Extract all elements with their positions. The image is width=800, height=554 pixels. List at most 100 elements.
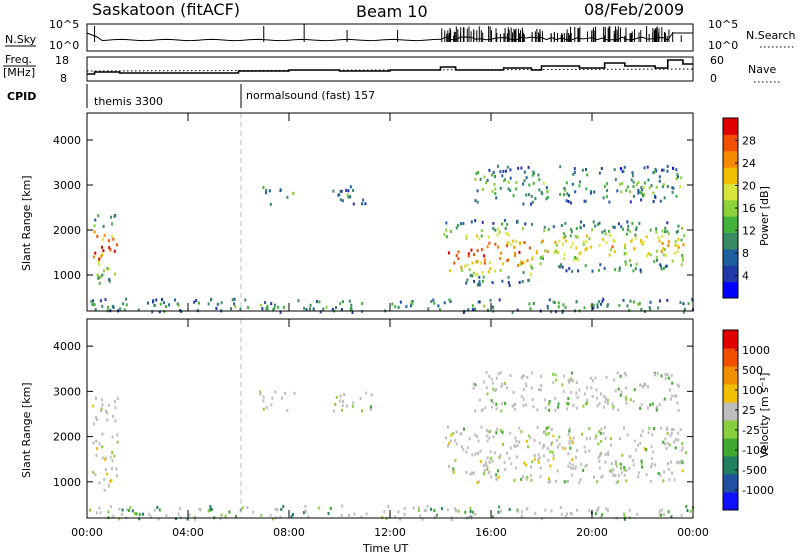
data-cell — [465, 234, 468, 238]
data-cell — [266, 307, 269, 311]
data-cell — [558, 265, 561, 269]
cpid-segment-1: themis 3300 — [94, 95, 163, 108]
data-cell — [675, 168, 678, 172]
data-cell — [612, 473, 615, 477]
freq-tick-high: 18 — [55, 54, 69, 67]
data-cell — [479, 177, 482, 181]
data-cell — [99, 511, 102, 515]
colorbar-swatch — [723, 474, 738, 493]
data-cell — [652, 200, 655, 203]
data-cell — [97, 214, 100, 218]
data-cell — [370, 393, 373, 397]
data-cell — [537, 173, 540, 177]
data-cell — [332, 409, 335, 413]
data-cell — [494, 269, 497, 273]
colorbar-tick-label: 12 — [742, 225, 756, 238]
data-cell — [507, 180, 510, 184]
data-cell — [666, 221, 669, 225]
data-cell — [629, 200, 632, 204]
data-cell — [597, 506, 600, 510]
data-cell — [228, 510, 231, 514]
data-cell — [399, 300, 402, 304]
data-cell — [547, 432, 550, 435]
nave-label: Nave — [748, 63, 776, 76]
data-cell — [557, 405, 560, 409]
data-cell — [279, 515, 282, 519]
data-cell — [651, 402, 654, 406]
data-cell — [666, 169, 669, 173]
data-cell — [512, 391, 515, 394]
data-cell — [637, 471, 640, 475]
data-cell — [497, 469, 500, 473]
data-cell — [329, 507, 332, 510]
data-cell — [430, 300, 433, 303]
data-cell — [481, 271, 484, 275]
data-cell — [621, 453, 624, 457]
data-cell — [597, 300, 600, 304]
data-cell — [492, 170, 495, 174]
data-cell — [467, 308, 470, 312]
data-cell — [562, 303, 565, 307]
data-cell — [494, 192, 497, 195]
data-cell — [681, 257, 684, 260]
data-cell — [259, 390, 262, 394]
data-cell — [496, 227, 499, 231]
data-cell — [504, 227, 507, 230]
data-cell — [95, 439, 98, 443]
data-cell — [175, 517, 177, 521]
noise-sky-line — [86, 32, 693, 42]
data-cell — [597, 222, 599, 226]
data-cell — [325, 305, 328, 309]
data-cell — [489, 298, 492, 302]
data-cell — [594, 224, 597, 228]
data-cell — [512, 403, 515, 407]
colorbar-swatch — [723, 281, 738, 299]
data-cell — [472, 382, 475, 386]
data-cell — [496, 427, 499, 431]
colorbar-swatch — [723, 118, 738, 135]
data-cell — [518, 440, 521, 444]
data-cell — [505, 169, 507, 173]
data-cell — [506, 244, 508, 248]
data-cell — [525, 463, 527, 467]
data-cell — [476, 435, 479, 438]
data-cell — [304, 509, 307, 513]
data-cell — [195, 299, 198, 303]
noise-tick-high-left: 10^5 — [49, 18, 79, 31]
data-cell — [116, 243, 119, 247]
data-cell — [651, 433, 654, 437]
data-cell — [260, 513, 263, 517]
velocity-cbar-label: Velocity [m s⁻¹] — [758, 373, 771, 458]
data-cell — [193, 515, 196, 519]
data-cell — [681, 442, 684, 445]
data-cell — [485, 181, 487, 184]
data-cell — [570, 390, 573, 394]
data-cell — [605, 507, 608, 511]
data-cell — [474, 383, 477, 387]
data-cell — [111, 222, 113, 226]
data-cell — [555, 243, 558, 247]
data-cell — [623, 426, 625, 430]
data-cell — [472, 386, 475, 390]
data-cell — [514, 252, 516, 256]
data-cell — [601, 474, 604, 478]
data-cell — [235, 515, 237, 519]
data-cell — [247, 306, 250, 309]
data-cell — [567, 378, 570, 382]
data-cell — [632, 269, 635, 273]
data-cell — [575, 300, 578, 304]
data-cell — [476, 189, 479, 193]
data-cell — [518, 250, 521, 254]
data-cell — [481, 408, 484, 412]
data-cell — [664, 437, 667, 441]
data-cell — [623, 473, 626, 477]
data-cell — [541, 192, 544, 196]
data-cell — [569, 436, 572, 440]
data-cell — [668, 478, 671, 482]
data-cell — [515, 439, 518, 443]
data-cell — [92, 404, 95, 408]
data-cell — [495, 477, 498, 481]
data-cell — [100, 398, 103, 402]
data-cell — [269, 202, 272, 206]
y-tick-label: 2000 — [53, 431, 81, 444]
